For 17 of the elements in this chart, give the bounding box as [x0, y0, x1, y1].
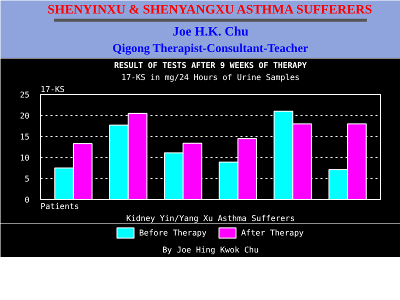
- chart-title: SHENYINXU & SHENYANGXU ASTHMA SUFFERERS: [47, 2, 372, 17]
- chart-subtitle: Joe H.K. Chu: [172, 24, 248, 39]
- text: RESULT OF TESTS AFTER 9 WEEKS OF THERAPY: [114, 61, 308, 70]
- x-axis-title: Patients: [40, 202, 80, 211]
- legend-label: Before Therapy: [139, 228, 207, 238]
- text: Kidney Yin/Yang Xu Asthma Sufferers: [126, 214, 295, 223]
- text: Qigong Therapist-Consultant-Teacher: [112, 41, 309, 56]
- y-tick-label: 0: [24, 196, 30, 204]
- y-axis-title: 17-KS: [40, 85, 65, 94]
- text: By Joe Hing Kwok Chu: [162, 246, 259, 255]
- y-tick-label: 10: [20, 154, 30, 162]
- y-tick-label: 15: [20, 132, 30, 142]
- y-tick-label: 20: [20, 112, 30, 120]
- text: 17-KS in mg/24 Hours of Urine Samples: [121, 73, 300, 82]
- legend-label: After Therapy: [241, 228, 304, 238]
- y-tick-label: 25: [20, 90, 30, 100]
- y-tick-label: 5: [24, 174, 30, 184]
